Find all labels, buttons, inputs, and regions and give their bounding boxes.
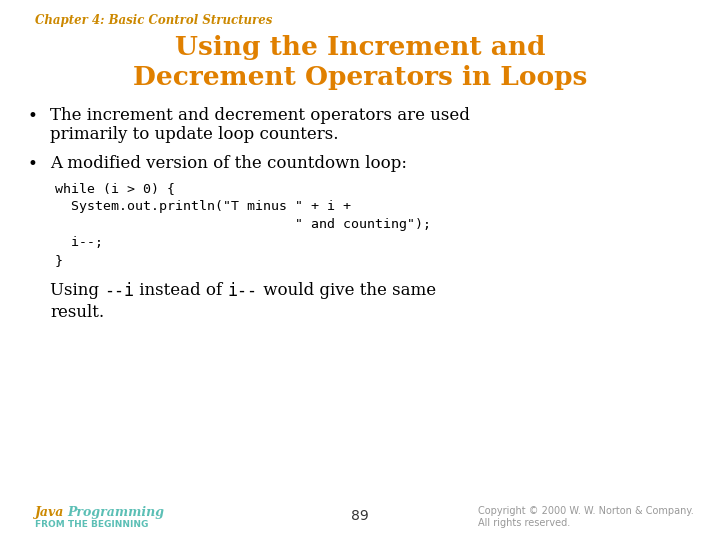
Text: --i: --i <box>104 282 134 300</box>
Text: i--: i-- <box>228 282 258 300</box>
Text: Programming: Programming <box>67 506 164 519</box>
Text: •: • <box>28 156 38 173</box>
Text: Using: Using <box>50 282 104 299</box>
Text: System.out.println("T minus " + i +: System.out.println("T minus " + i + <box>55 200 351 213</box>
Text: }: } <box>55 254 63 267</box>
Text: while (i > 0) {: while (i > 0) { <box>55 182 175 195</box>
Text: Copyright © 2000 W. W. Norton & Company.: Copyright © 2000 W. W. Norton & Company. <box>478 506 694 516</box>
Text: Java: Java <box>35 506 64 519</box>
Text: FROM THE BEGINNING: FROM THE BEGINNING <box>35 520 148 529</box>
Text: All rights reserved.: All rights reserved. <box>478 518 570 528</box>
Text: would give the same: would give the same <box>258 282 436 299</box>
Text: Chapter 4: Basic Control Structures: Chapter 4: Basic Control Structures <box>35 14 272 27</box>
Text: Decrement Operators in Loops: Decrement Operators in Loops <box>132 65 588 90</box>
Text: 89: 89 <box>351 509 369 523</box>
Text: " and counting");: " and counting"); <box>55 218 431 231</box>
Text: result.: result. <box>50 304 104 321</box>
Text: The increment and decrement operators are used: The increment and decrement operators ar… <box>50 107 470 124</box>
Text: primarily to update loop counters.: primarily to update loop counters. <box>50 126 338 143</box>
Text: instead of: instead of <box>134 282 228 299</box>
Text: i--;: i--; <box>55 236 103 249</box>
Text: A modified version of the countdown loop:: A modified version of the countdown loop… <box>50 155 407 172</box>
Text: Using the Increment and: Using the Increment and <box>175 35 545 60</box>
Text: •: • <box>28 108 38 125</box>
